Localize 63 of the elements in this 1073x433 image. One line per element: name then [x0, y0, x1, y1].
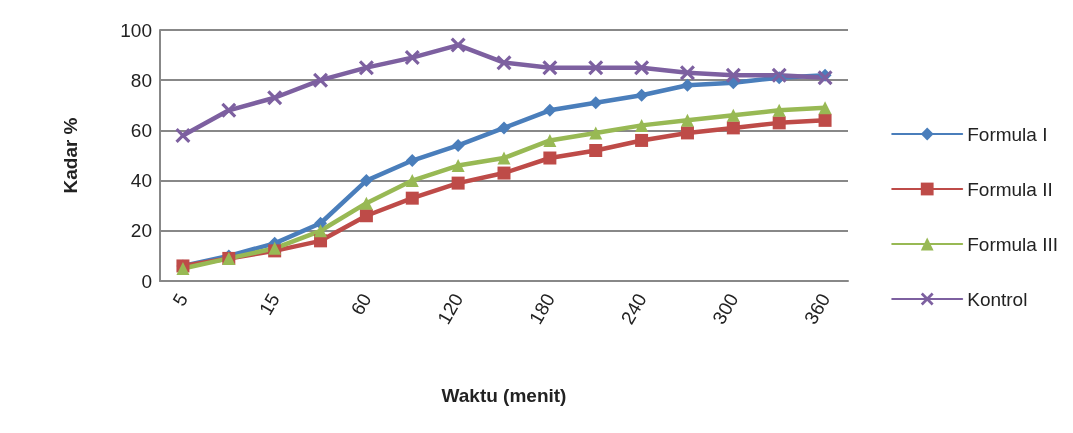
point	[589, 143, 603, 157]
point	[497, 151, 511, 165]
point	[726, 121, 740, 135]
point	[314, 224, 328, 238]
x-tick-label: 300	[708, 289, 743, 328]
point	[405, 191, 419, 205]
point	[725, 67, 741, 83]
x-tick-label: 60	[346, 289, 376, 319]
point	[679, 65, 695, 81]
point	[634, 60, 650, 76]
point	[635, 118, 649, 132]
y-axis-title: Kadar %	[60, 117, 81, 194]
point	[635, 133, 649, 147]
point	[359, 196, 373, 210]
point	[359, 174, 373, 188]
point	[543, 133, 557, 147]
point	[221, 102, 237, 118]
point	[772, 116, 786, 130]
point	[359, 209, 373, 223]
point	[542, 60, 558, 76]
y-tick-label: 40	[130, 170, 152, 192]
y-tick-label: 80	[130, 69, 152, 91]
point	[451, 159, 465, 173]
y-tick-label: 100	[120, 19, 152, 41]
y-tick-label: 20	[130, 220, 152, 242]
x-tick-label: 240	[616, 289, 651, 328]
point	[451, 176, 465, 190]
point	[589, 96, 603, 110]
point	[267, 90, 283, 106]
x-tick-label: 180	[524, 289, 559, 328]
x-tick-label: 15	[255, 289, 284, 319]
point	[588, 60, 604, 76]
point	[497, 166, 511, 180]
point	[771, 67, 787, 83]
legend-label: Formula I	[967, 123, 1048, 145]
point	[358, 60, 374, 76]
point	[680, 113, 694, 127]
x-tick-label: 120	[433, 289, 468, 328]
point	[635, 88, 649, 102]
point	[404, 50, 420, 66]
y-tick-label: 60	[130, 119, 152, 141]
point	[726, 108, 740, 122]
point	[451, 138, 465, 152]
point	[497, 121, 511, 135]
x-axis-title: Waktu (menit)	[441, 385, 567, 406]
x-tick-label: 5	[168, 289, 193, 310]
point	[405, 174, 419, 188]
point	[543, 103, 557, 117]
point	[817, 70, 833, 86]
point	[543, 151, 557, 165]
point	[818, 113, 832, 127]
y-tick-label: 0	[141, 270, 152, 292]
point	[405, 154, 419, 168]
point	[680, 78, 694, 92]
legend-label: Formula II	[967, 178, 1053, 200]
point	[772, 103, 786, 117]
point	[589, 126, 603, 140]
legend-label: Formula III	[967, 233, 1059, 255]
point	[680, 126, 694, 140]
point	[450, 37, 466, 53]
legend-label: Kontrol	[967, 288, 1028, 310]
point	[818, 101, 832, 115]
x-tick-label: 360	[800, 289, 835, 328]
